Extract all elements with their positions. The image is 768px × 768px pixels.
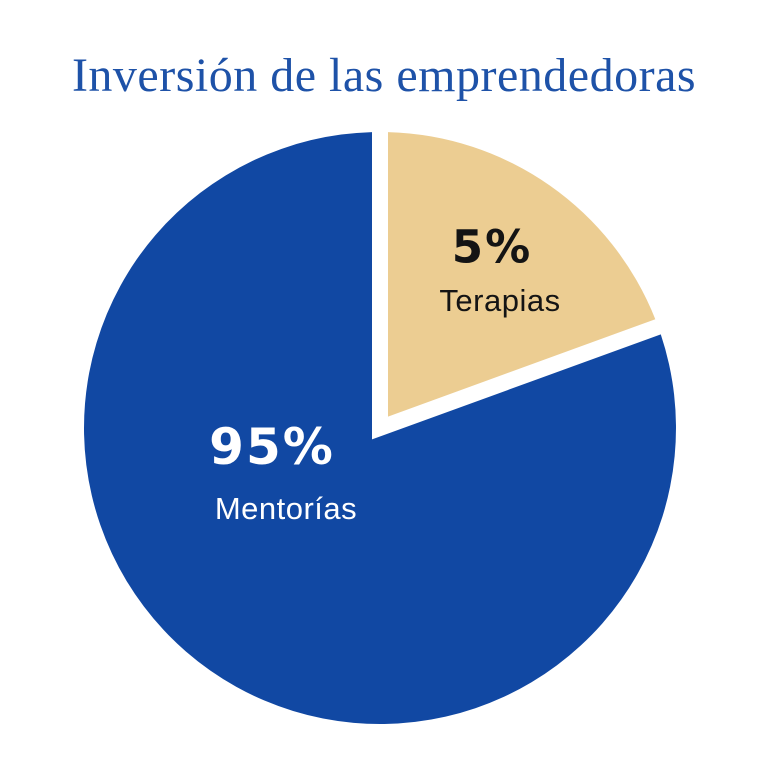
- mentorias-percent-label: 95%: [209, 418, 335, 476]
- terapias-slice: [388, 132, 656, 417]
- chart-title: Inversión de las emprendedoras: [71, 49, 697, 102]
- terapias-percent-label: 5%: [451, 220, 533, 274]
- terapias-name-label: Terapias: [439, 283, 561, 318]
- mentorias-name-label: Mentorías: [214, 491, 358, 526]
- mentorias-slice: [83, 132, 676, 725]
